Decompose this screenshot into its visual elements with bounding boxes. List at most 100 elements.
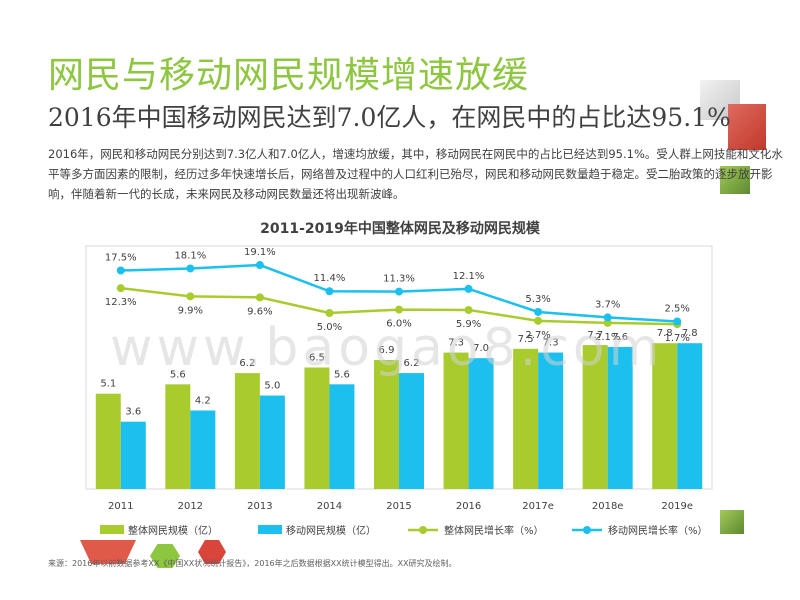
x-tick-2016: 2016 — [456, 501, 481, 512]
bar-mobile-2019e — [677, 343, 703, 489]
bar-label-total-2011: 5.1 — [100, 379, 116, 390]
chart-title: 2011-2019年中国整体网民及移动网民规模 — [260, 221, 540, 237]
point-label-mobile-growth-2012: 18.1% — [174, 250, 206, 261]
decor-green-hexagon — [150, 544, 180, 568]
point-mobile-growth-2013 — [255, 261, 264, 270]
bar-total-2011 — [95, 393, 121, 489]
point-label-total-growth-2017e: 2.7% — [525, 330, 550, 341]
point-label-mobile-growth-2011: 17.5% — [105, 253, 137, 264]
bar-mobile-2014 — [329, 384, 355, 489]
point-total-growth-2016 — [464, 305, 473, 314]
point-total-growth-2014 — [325, 309, 334, 317]
bar-mobile-2015 — [399, 373, 424, 489]
bar-total-2019e — [652, 343, 678, 489]
decor-red-square — [728, 104, 766, 150]
point-label-total-growth-2013: 9.6% — [247, 306, 272, 317]
point-mobile-growth-2015 — [395, 287, 403, 296]
legend-marker-3 — [583, 526, 591, 534]
point-total-growth-2017e — [534, 316, 543, 325]
bar-mobile-2018e — [607, 346, 633, 489]
bar-label-mobile-2013: 5.0 — [264, 381, 280, 392]
point-label-total-growth-2018e: 2.1% — [595, 332, 620, 343]
point-label-total-growth-2016: 5.9% — [456, 319, 481, 330]
point-total-growth-2012 — [186, 292, 195, 301]
legend-label-1: 移动网民规模（亿） — [286, 524, 376, 537]
legend-swatch-1 — [258, 525, 282, 534]
x-tick-2011: 2011 — [108, 501, 133, 512]
bar-label-total-2018e: 7.7 — [587, 330, 603, 341]
bar-mobile-2017e — [538, 352, 564, 489]
bar-total-2013 — [234, 373, 260, 489]
point-label-total-growth-2015: 6.0% — [386, 319, 411, 330]
point-mobile-growth-2017e — [534, 307, 543, 316]
point-label-mobile-growth-2015: 11.3% — [383, 274, 415, 285]
point-label-mobile-growth-2014: 11.4% — [314, 273, 346, 284]
x-tick-2018e: 2018e — [592, 501, 624, 512]
point-label-total-growth-2014: 5.0% — [317, 322, 342, 333]
point-label-mobile-growth-2019e: 2.5% — [665, 304, 690, 315]
source-note: 来源：2016年以前数据参考XX《中国XX状况统计报告》，2016年之后数据根据… — [48, 559, 457, 568]
point-label-mobile-growth-2013: 19.1% — [244, 247, 276, 258]
bar-label-mobile-2012: 4.2 — [195, 395, 211, 406]
bar-total-2016 — [443, 352, 469, 489]
point-mobile-growth-2012 — [186, 264, 195, 273]
x-tick-2017e: 2017e — [522, 501, 554, 512]
x-tick-2013: 2013 — [247, 501, 272, 512]
bar-label-mobile-2017e: 7.3 — [543, 338, 559, 349]
bar-label-total-2013: 6.2 — [239, 358, 255, 369]
point-total-growth-2011 — [116, 284, 125, 293]
x-tick-2012: 2012 — [178, 501, 203, 512]
legend-label-0: 整体网民规模（亿） — [128, 524, 218, 537]
bar-label-mobile-2011: 3.6 — [125, 407, 141, 418]
bar-mobile-2011 — [120, 421, 146, 489]
decor-green-square-bottom — [720, 510, 744, 534]
point-mobile-growth-2019e — [673, 317, 682, 326]
bar-label-mobile-2015: 6.2 — [404, 358, 420, 369]
bar-label-mobile-2016: 7.0 — [473, 343, 489, 354]
bar-total-2018e — [582, 345, 608, 489]
bar-label-total-2014: 6.5 — [309, 353, 325, 364]
legend-swatch-0 — [100, 525, 124, 534]
point-mobile-growth-2016 — [464, 284, 473, 293]
point-label-mobile-growth-2017e: 5.3% — [525, 294, 550, 305]
point-total-growth-2013 — [255, 293, 264, 302]
bar-mobile-2013 — [259, 395, 285, 489]
decor-red-hexagon-2 — [198, 540, 226, 564]
point-mobile-growth-2014 — [325, 287, 334, 296]
point-label-total-growth-2019e: 1.7% — [665, 333, 690, 344]
point-label-mobile-growth-2016: 12.1% — [453, 271, 485, 282]
bar-total-2015 — [374, 360, 399, 489]
decor-green-square-top — [720, 166, 750, 194]
point-label-mobile-growth-2018e: 3.7% — [595, 299, 620, 310]
bar-mobile-2016 — [468, 358, 494, 489]
bar-mobile-2012 — [190, 410, 216, 489]
bar-label-total-2017e: 7.5 — [518, 334, 534, 345]
bar-total-2017e — [513, 348, 539, 489]
bar-total-2014 — [304, 367, 330, 489]
decor-red-hexagon-1 — [80, 540, 136, 564]
x-tick-2015: 2015 — [386, 501, 411, 512]
page-subtitle: 2016年中国移动网民达到7.0亿人，在网民中的占比达95.1% — [48, 103, 731, 132]
page-description: 2016年，网民和移动网民分别达到7.3亿人和7.0亿人，增速均放缓，其中，移动… — [48, 147, 783, 201]
bar-label-mobile-2018e: 7.6 — [612, 332, 628, 343]
watermark: www.baogao8.com — [110, 318, 664, 378]
bar-total-2012 — [165, 384, 191, 489]
bar-label-mobile-2014: 5.6 — [334, 369, 350, 380]
x-tick-2019e: 2019e — [661, 501, 693, 512]
point-mobile-growth-2018e — [603, 313, 612, 322]
point-total-growth-2015 — [395, 305, 403, 314]
legend-label-3: 移动网民增长率（%） — [608, 524, 708, 537]
bar-label-total-2015: 6.9 — [379, 345, 395, 356]
bar-label-total-2016: 7.3 — [448, 338, 464, 349]
page-title: 网民与移动网民规模增速放缓 — [48, 55, 530, 96]
point-label-total-growth-2012: 9.9% — [178, 305, 203, 316]
point-label-total-growth-2011: 12.3% — [105, 297, 137, 308]
legend-label-2: 整体网民增长率（%） — [444, 524, 544, 537]
point-mobile-growth-2011 — [116, 266, 125, 275]
x-tick-2014: 2014 — [317, 501, 342, 512]
bar-label-total-2019e: 7.8 — [657, 328, 673, 339]
bar-label-total-2012: 5.6 — [170, 369, 186, 380]
legend-marker-2 — [419, 526, 427, 534]
bar-label-mobile-2019e: 7.8 — [682, 328, 698, 339]
